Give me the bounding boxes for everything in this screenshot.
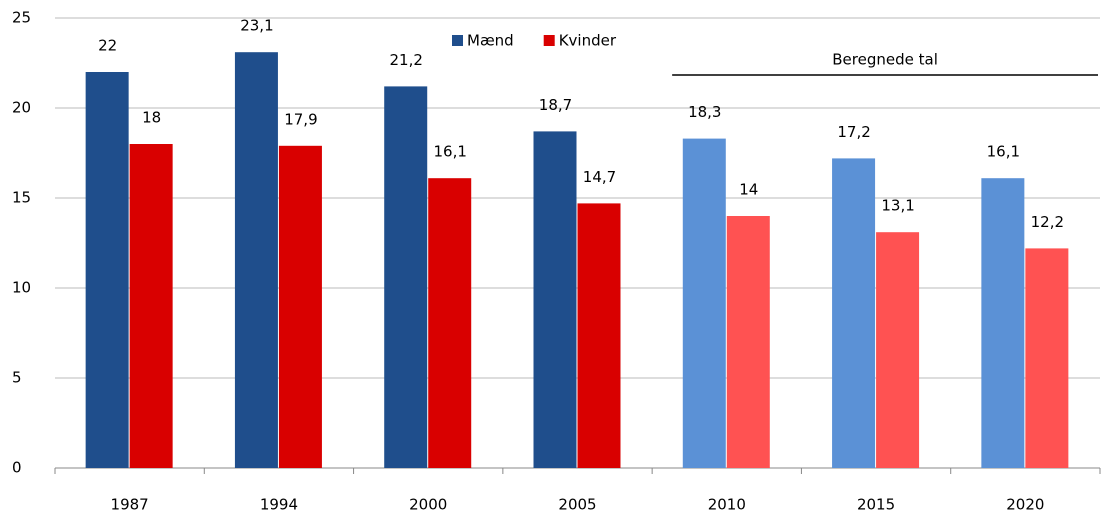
value-label: 16,1 [434,143,467,161]
value-label: 14 [739,181,758,199]
y-tick-label: 10 [12,279,31,297]
value-label: 16,1 [987,143,1020,161]
value-label: 18 [142,109,161,127]
bar [85,72,129,468]
value-label: 13,1 [881,197,914,215]
legend-label: Kvinder [559,32,617,50]
y-tick-label: 20 [12,99,31,117]
value-label: 23,1 [240,17,273,35]
bar [384,86,428,469]
value-label: 21,2 [390,51,423,69]
legend-swatch [543,35,555,46]
x-tick-label: 2015 [857,496,895,514]
x-tick-label: 1994 [260,496,298,514]
bar [278,145,322,469]
x-tick-label: 2000 [409,496,447,514]
bar [129,144,173,468]
value-label: 17,9 [284,110,317,128]
bar [428,178,472,468]
x-tick-label: 2005 [558,496,596,514]
bar [1025,248,1069,468]
value-label: 18,7 [539,96,572,114]
bar [682,138,726,468]
bar [234,52,278,468]
bar [981,178,1025,468]
x-tick-label: 2010 [708,496,746,514]
y-tick-label: 5 [12,369,22,387]
bar [726,216,770,468]
bar [832,158,876,468]
bar [533,131,577,468]
bar [577,203,621,468]
value-label: 12,2 [1031,213,1064,231]
x-tick-label: 1987 [111,496,149,514]
legend-swatch [452,35,463,46]
legend-label: Mænd [467,32,514,50]
bar [876,232,920,468]
y-tick-label: 15 [12,189,31,207]
y-tick-label: 25 [12,9,31,27]
y-tick-label: 0 [12,459,22,477]
annotation: Beregnede tal [832,51,938,69]
value-label: 18,3 [688,103,721,121]
value-label: 22 [98,37,117,55]
value-label: 17,2 [837,123,870,141]
x-tick-label: 2020 [1006,496,1044,514]
value-label: 14,7 [583,168,616,186]
